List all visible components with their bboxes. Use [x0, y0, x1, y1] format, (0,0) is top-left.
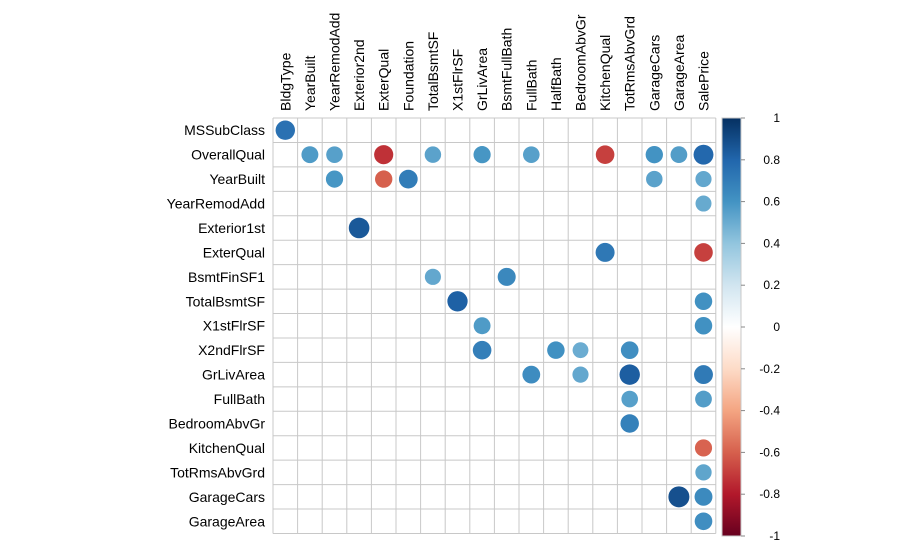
colorbar-tick-label: -0.2 [759, 362, 780, 376]
column-label: X1stFlrSF [450, 49, 466, 111]
row-label: MSSubClass [184, 122, 265, 138]
correlation-circle-FullBath-TotRmsAbvGrd [621, 390, 639, 408]
row-label: X2ndFlrSF [198, 342, 265, 358]
column-label: GarageCars [646, 35, 662, 111]
column-label: FullBath [523, 60, 539, 111]
correlation-circle-OverallQual-ExterQual [374, 145, 394, 165]
row-label: GrLivArea [202, 367, 265, 383]
correlation-circle-X1stFlrSF-SalePrice [694, 316, 713, 335]
correlation-circle-X2ndFlrSF-TotRmsAbvGrd [620, 341, 639, 359]
row-label: Exterior1st [198, 220, 265, 236]
colorbar-tick-label: -0.8 [759, 487, 780, 501]
row-label: GarageCars [189, 489, 265, 505]
colorbar-tick-label: 0.4 [763, 236, 780, 250]
column-label: BedroomAbvGr [573, 14, 589, 111]
column-label: GarageArea [671, 35, 687, 111]
correlation-circle-GarageCars-GarageArea [668, 486, 690, 508]
correlation-circle-BedroomAbvGr-TotRmsAbvGrd [620, 414, 639, 433]
correlation-circle-GrLivArea-BedroomAbvGr [572, 366, 589, 383]
correlation-circle-X2ndFlrSF-GrLivArea [472, 340, 492, 360]
column-label: Exterior2nd [351, 39, 367, 111]
correlation-circle-GrLivArea-TotRmsAbvGrd [619, 364, 640, 385]
column-label: TotalBsmtSF [425, 32, 441, 111]
column-label: YearBuilt [302, 55, 318, 111]
correlation-circle-BsmtFinSF1-TotalBsmtSF [424, 268, 441, 285]
colorbar-tick-label: 1 [773, 111, 780, 125]
correlation-circle-GrLivArea-SalePrice [694, 365, 713, 385]
colorbar [721, 117, 742, 537]
row-label: X1stFlrSF [203, 318, 265, 334]
correlation-circle-OverallQual-GrLivArea [473, 146, 491, 164]
column-label: GrLivArea [474, 48, 490, 111]
correlation-circle-GrLivArea-FullBath [522, 365, 541, 384]
row-label: YearRemodAdd [167, 196, 265, 212]
row-label: FullBath [214, 391, 265, 407]
correlation-circle-OverallQual-YearBuilt [301, 146, 319, 164]
colorbar-tick-label: -0.4 [759, 404, 780, 418]
column-label: ExterQual [376, 49, 392, 111]
column-label: BldgType [277, 52, 293, 111]
correlation-circle-X2ndFlrSF-HalfBath [547, 341, 565, 359]
correlation-circle-YearBuilt-YearRemodAdd [325, 170, 344, 188]
correlation-circle-OverallQual-FullBath [522, 146, 540, 163]
correlation-circle-OverallQual-GarageArea [670, 146, 688, 164]
correlation-circle-OverallQual-YearRemodAdd [326, 146, 343, 163]
correlation-circle-KitchenQual-SalePrice [694, 439, 713, 457]
correlation-circle-MSSubClass-BldgType [275, 120, 295, 140]
colorbar-tick-label: 0.6 [763, 195, 780, 209]
row-label: TotRmsAbvGrd [170, 464, 265, 480]
correlation-circle-YearBuilt-ExterQual [375, 170, 393, 188]
correlation-circle-YearRemodAdd-SalePrice [695, 195, 712, 212]
row-label: ExterQual [203, 244, 265, 260]
correlation-circle-GarageCars-SalePrice [694, 487, 713, 506]
row-label: YearBuilt [209, 171, 265, 187]
correlation-circle-TotalBsmtSF-X1stFlrSF [447, 291, 468, 312]
colorbar-tick-label: 0.2 [763, 278, 780, 292]
correlation-circle-OverallQual-TotalBsmtSF [424, 146, 442, 163]
column-label: YearRemodAdd [327, 13, 343, 111]
colorbar-tick-label: 0.8 [763, 153, 780, 167]
correlation-circle-TotRmsAbvGrd-SalePrice [695, 464, 712, 481]
correlation-circle-TotalBsmtSF-SalePrice [694, 292, 713, 311]
column-label: BsmtFullBath [499, 28, 515, 111]
column-labels: BldgType YearBuilt YearRemodAdd Exterior2nd… [277, 13, 711, 111]
correlation-circle-OverallQual-GarageCars [645, 145, 663, 164]
correlation-circle-X1stFlrSF-GrLivArea [473, 317, 491, 335]
row-label: BedroomAbvGr [169, 416, 266, 432]
correlation-circle-YearBuilt-SalePrice [695, 171, 712, 188]
correlation-circle-ExterQual-KitchenQual [595, 242, 615, 262]
correlation-circle-X2ndFlrSF-BedroomAbvGr [572, 342, 589, 359]
row-label: BsmtFinSF1 [188, 269, 265, 285]
row-label: OverallQual [191, 147, 265, 163]
row-label: KitchenQual [189, 440, 265, 456]
correlation-circle-ExterQual-SalePrice [694, 243, 713, 262]
column-label: KitchenQual [597, 35, 613, 111]
correlation-circle-BsmtFinSF1-BsmtFullBath [497, 267, 516, 286]
colorbar-tick-label: -0.6 [759, 445, 780, 459]
row-label: GarageArea [189, 513, 265, 529]
colorbar-tick-label: -1 [769, 529, 780, 543]
column-label: TotRmsAbvGrd [622, 16, 638, 111]
column-label: SalePrice [696, 51, 712, 111]
column-label: Foundation [400, 41, 416, 111]
correlation-circle-GarageArea-SalePrice [694, 512, 713, 531]
correlation-circle-FullBath-SalePrice [695, 390, 712, 408]
correlation-circle-OverallQual-KitchenQual [595, 145, 615, 164]
row-label: TotalBsmtSF [186, 293, 265, 309]
column-label: HalfBath [548, 57, 564, 111]
colorbar-tick-label: 0 [773, 320, 780, 334]
correlation-circle-YearBuilt-Foundation [398, 169, 418, 189]
correlation-circle-YearBuilt-GarageCars [646, 170, 663, 188]
correlation-circle-OverallQual-SalePrice [693, 144, 714, 165]
correlation-circle-Exterior1st-Exterior2nd [348, 217, 370, 239]
